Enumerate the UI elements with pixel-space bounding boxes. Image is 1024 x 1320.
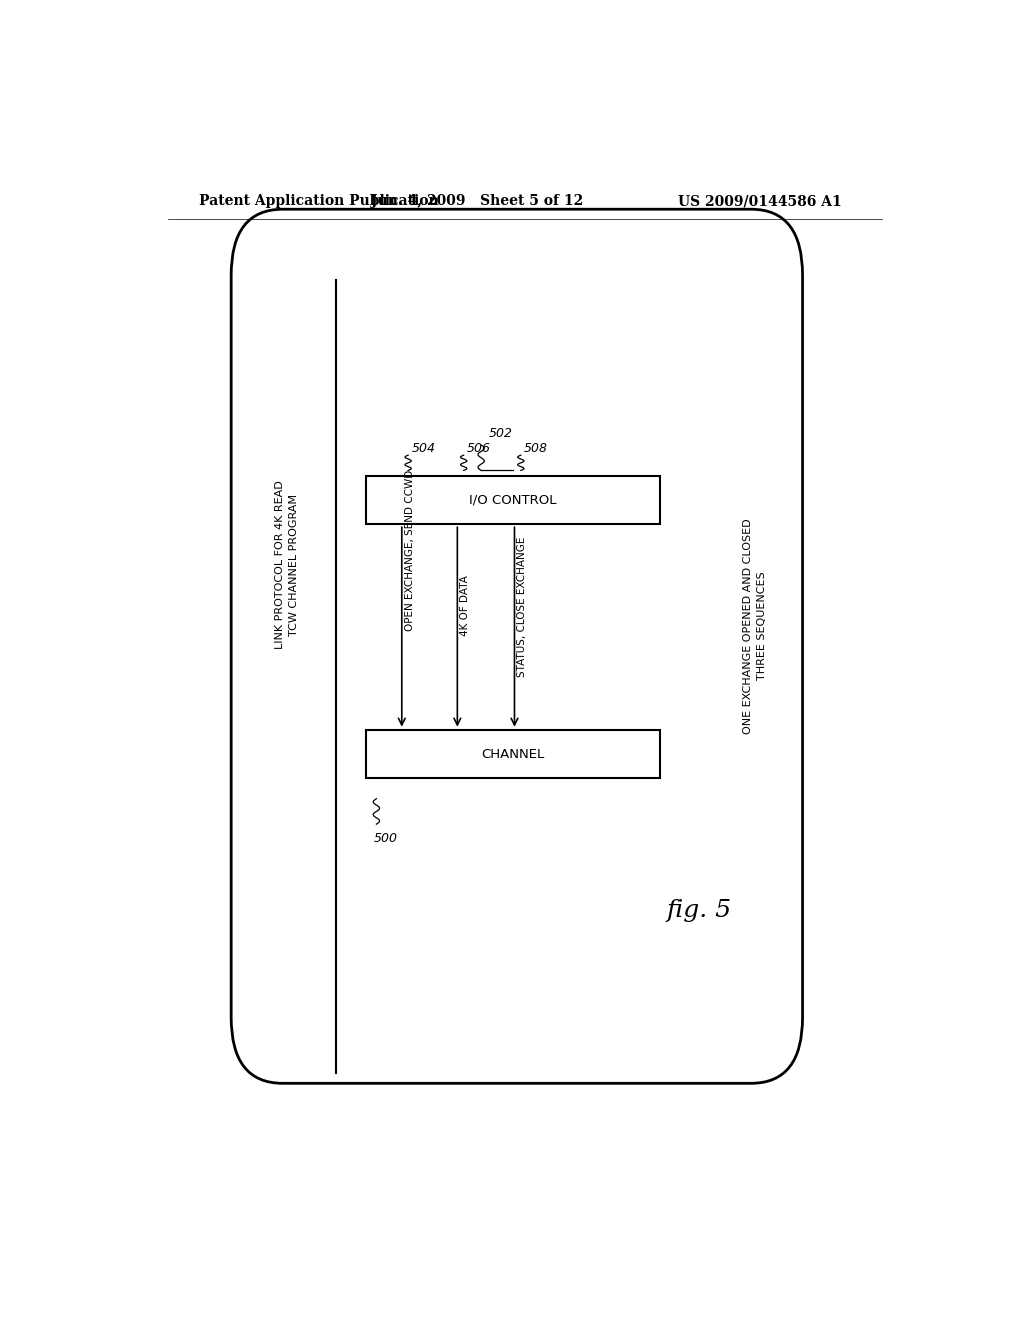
Text: 506: 506 — [467, 442, 490, 455]
Text: OPEN EXCHANGE, SEND CCWD: OPEN EXCHANGE, SEND CCWD — [404, 470, 415, 631]
Text: fig. 5: fig. 5 — [667, 899, 732, 923]
Text: 508: 508 — [524, 442, 548, 455]
FancyBboxPatch shape — [231, 210, 803, 1084]
Text: 504: 504 — [412, 442, 435, 455]
Text: ONE EXCHANGE OPENED AND CLOSED
THREE SEQUENCES: ONE EXCHANGE OPENED AND CLOSED THREE SEQ… — [743, 519, 767, 734]
Text: LINK PROTOCOL FOR 4K READ
TCW CHANNEL PROGRAM: LINK PROTOCOL FOR 4K READ TCW CHANNEL PR… — [274, 480, 299, 649]
Text: 4K OF DATA: 4K OF DATA — [460, 576, 470, 636]
Text: Jun. 4, 2009   Sheet 5 of 12: Jun. 4, 2009 Sheet 5 of 12 — [371, 194, 584, 209]
Text: STATUS, CLOSE EXCHANGE: STATUS, CLOSE EXCHANGE — [517, 536, 527, 677]
FancyBboxPatch shape — [367, 475, 659, 524]
Text: 500: 500 — [374, 833, 398, 845]
Text: 502: 502 — [489, 426, 513, 440]
Text: US 2009/0144586 A1: US 2009/0144586 A1 — [679, 194, 842, 209]
FancyBboxPatch shape — [367, 730, 659, 779]
Text: I/O CONTROL: I/O CONTROL — [469, 494, 557, 507]
Text: Patent Application Publication: Patent Application Publication — [200, 194, 439, 209]
Text: CHANNEL: CHANNEL — [481, 747, 545, 760]
